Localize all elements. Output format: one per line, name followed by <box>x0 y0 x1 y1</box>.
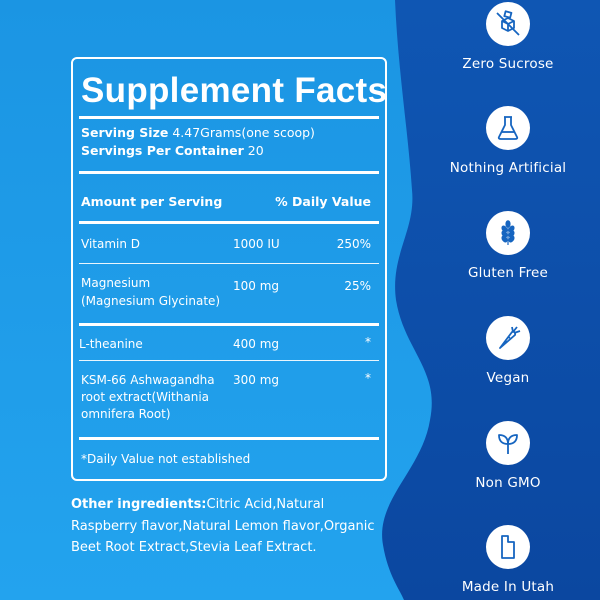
cube-crossed-icon <box>496 10 520 36</box>
amount-per-serving-header: Amount per Serving <box>81 194 223 209</box>
serving-rule <box>79 171 379 174</box>
other-ingredients: Other ingredients:Citric Acid,Natural Ra… <box>71 494 391 559</box>
badge-label: Gluten Free <box>467 265 549 281</box>
other-ingredients-label: Other ingredients: <box>71 497 207 512</box>
serving-size-value: 4.47Grams(one scoop) <box>172 125 315 140</box>
row-rule <box>79 323 379 326</box>
nutrient-name-line2: root extract(Withania <box>81 390 210 404</box>
nutrient-name-line2: (Magnesium Glycinate) <box>81 294 221 308</box>
badge-nothing-artificial: Nothing Artificial <box>448 106 568 176</box>
other-ingredients-text: Citric Acid,Natural Raspberry flavor,Nat… <box>71 497 375 555</box>
nutrient-name: L-theanine <box>79 337 143 351</box>
daily-value-footnote: *Daily Value not established <box>81 452 251 466</box>
title-rule <box>79 116 379 119</box>
nutrient-amount: 300 mg <box>233 373 280 387</box>
row-rule <box>79 263 379 264</box>
nutrient-name: KSM-66 Ashwagandha <box>81 373 215 387</box>
badge-vegan: Vegan <box>448 316 568 386</box>
badge-zero-sucrose: Zero Sucrose <box>448 2 568 72</box>
badge-label: Made In Utah <box>461 579 555 595</box>
badge-non-gmo: Non GMO <box>448 421 568 491</box>
nutrient-amount: 100 mg <box>233 279 280 293</box>
supplement-facts-panel: Supplement Facts Serving Size 4.47Grams(… <box>71 57 387 481</box>
nutrient-dv: * <box>365 371 371 385</box>
daily-value-header: % Daily Value <box>275 194 371 209</box>
badge-label: Nothing Artificial <box>449 160 567 176</box>
nutrient-amount: 1000 IU <box>233 237 280 251</box>
leaf-icon <box>498 434 518 454</box>
servings-value: 20 <box>247 143 264 158</box>
badge-label: Vegan <box>486 370 530 386</box>
nutrient-name: Vitamin D <box>81 237 141 251</box>
header-rule <box>79 221 379 224</box>
badge-label: Non GMO <box>475 475 541 491</box>
flask-icon <box>497 116 519 140</box>
servings-label: Servings Per Container <box>81 143 244 158</box>
nutrient-dv: * <box>365 335 371 349</box>
carrot-icon <box>499 326 521 349</box>
wheat-icon <box>501 220 515 245</box>
utah-icon <box>501 535 515 559</box>
facts-title: Supplement Facts <box>81 71 388 110</box>
serving-size: Serving Size 4.47Grams(one scoop) <box>81 125 315 140</box>
nutrient-name: Magnesium <box>81 276 151 290</box>
badge-label: Zero Sucrose <box>462 56 554 72</box>
servings-per-container: Servings Per Container 20 <box>81 143 264 158</box>
nutrient-dv: 250% <box>336 237 371 251</box>
badge-made-in-utah: Made In Utah <box>448 525 568 595</box>
bottom-rule <box>79 437 379 440</box>
badge-gluten-free: Gluten Free <box>448 211 568 281</box>
row-rule <box>79 360 379 361</box>
serving-size-label: Serving Size <box>81 125 169 140</box>
nutrient-amount: 400 mg <box>233 337 280 351</box>
nutrient-name-line3: omnifera Root) <box>81 407 171 421</box>
nutrient-dv: 25% <box>344 279 371 293</box>
